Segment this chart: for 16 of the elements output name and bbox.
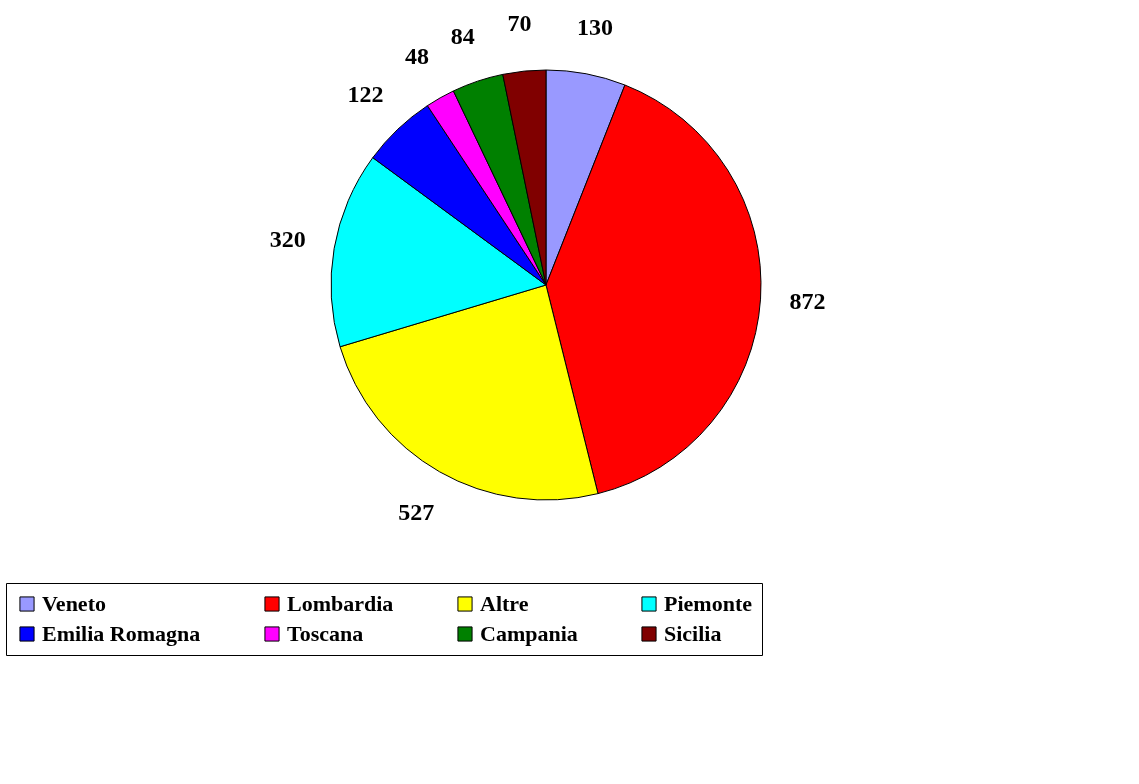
data-label: 48 (405, 42, 430, 69)
data-label: 130 (576, 13, 613, 40)
legend-label: Sicilia (664, 621, 722, 646)
data-label: 122 (347, 81, 384, 108)
data-label: 70 (507, 10, 532, 37)
data-label: 872 (789, 288, 826, 315)
legend-label: Toscana (287, 621, 364, 646)
data-label: 320 (269, 226, 306, 253)
legend-label: Piemonte (664, 591, 753, 616)
data-label: 84 (450, 22, 475, 49)
legend-label: Emilia Romagna (42, 621, 201, 646)
legend-label: Altre (480, 591, 529, 616)
data-label: 527 (398, 498, 435, 525)
legend-label: Veneto (42, 591, 106, 616)
legend-label: Lombardia (287, 591, 394, 616)
legend-label: Campania (480, 621, 578, 646)
